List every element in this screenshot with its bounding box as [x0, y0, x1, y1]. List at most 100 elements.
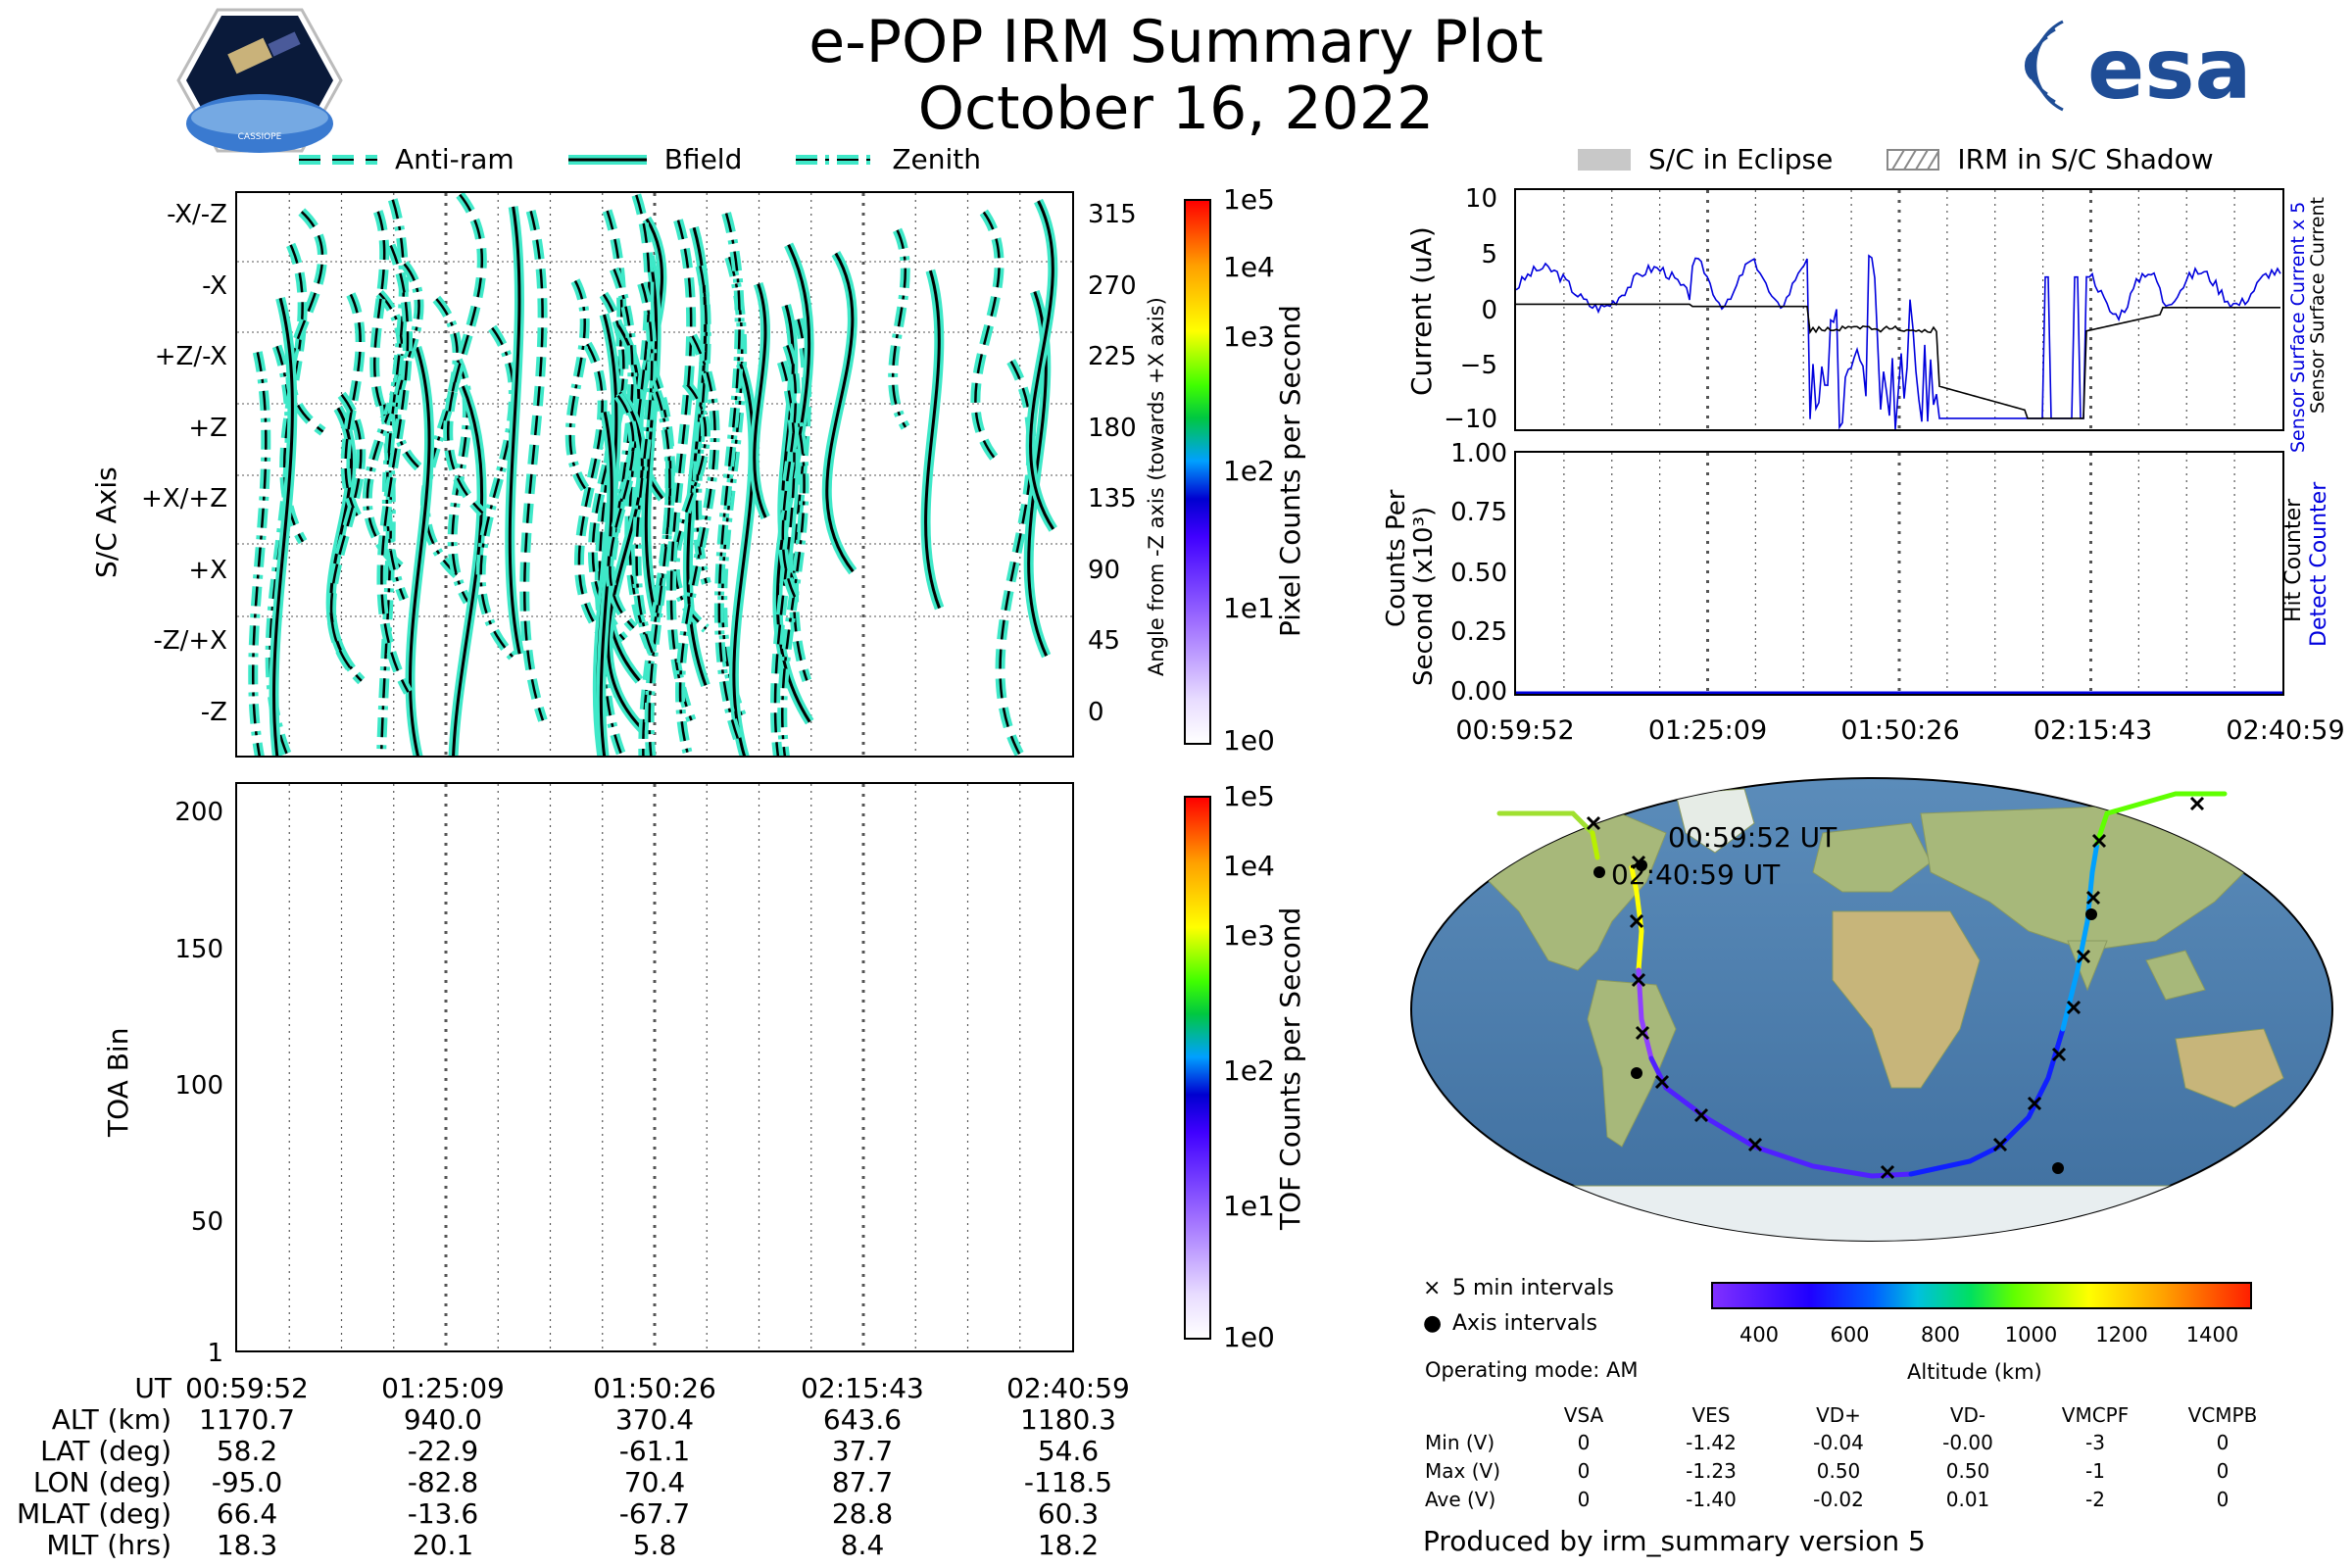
time-table-cell: -95.0: [211, 1466, 283, 1498]
legend-bfield: Bfield: [567, 143, 743, 175]
voltage-cell: -0.00: [1942, 1431, 1993, 1454]
current-line: [1516, 303, 2280, 419]
sc-ytick: -Z: [200, 697, 227, 727]
voltage-cell: -1.23: [1686, 1459, 1737, 1483]
esa-logo-text: esa: [2087, 21, 2252, 119]
time-table-cell: 5.8: [632, 1529, 677, 1561]
map-legend-5min: × 5 min intervals: [1423, 1276, 1614, 1300]
pixel-colorbar-tick: 1e0: [1223, 724, 1275, 757]
sc-ytick: -Z/+X: [153, 626, 227, 656]
legend-bfield-label: Bfield: [663, 143, 743, 175]
trace-line: [606, 391, 645, 731]
tof-colorbar-label: TOF Counts per Second: [1274, 906, 1306, 1230]
trace-line: [781, 396, 806, 756]
tof-colorbar-tick: 1e1: [1223, 1190, 1275, 1222]
time-table-cell: -118.5: [1023, 1466, 1113, 1498]
sc-axis-ylabel-right: Angle from -Z axis (towards +X axis): [1145, 297, 1168, 676]
trace-line: [289, 211, 324, 433]
voltage-cell: -1.42: [1686, 1431, 1737, 1454]
trace-line: [409, 347, 431, 756]
altitude-label: Altitude (km): [1907, 1360, 2042, 1384]
sc-axis-plot: [237, 193, 1072, 756]
time-table-cell: 00:59:52: [185, 1372, 309, 1404]
trace-line: [720, 256, 744, 718]
altitude-tick: 1200: [2095, 1323, 2148, 1347]
trace-line: [628, 194, 651, 648]
counts-xtick: 02:15:43: [2033, 715, 2153, 746]
toa-ytick: 50: [190, 1207, 223, 1237]
time-table-cell: 8.4: [840, 1529, 885, 1561]
pixel-colorbar-tick: 1e1: [1223, 592, 1275, 624]
altitude-tick: 600: [1830, 1323, 1870, 1347]
sc-ytick: -X: [202, 270, 227, 301]
trace-line: [635, 282, 654, 654]
current-ytick: −10: [1444, 405, 1497, 434]
counts-ytick: 0.00: [1450, 677, 1507, 707]
x-marker-icon: ×: [1423, 1276, 1442, 1300]
trace-line: [508, 206, 521, 655]
sc-axis-panel: [235, 191, 1074, 758]
map-legend-5min-label: 5 min intervals: [1452, 1276, 1614, 1300]
time-table-cell: 370.4: [614, 1403, 695, 1436]
trace-line: [446, 193, 484, 514]
time-table-cell: -67.7: [618, 1497, 691, 1530]
time-table-cell: 01:50:26: [593, 1372, 716, 1404]
counts-xtick: 02:40:59: [2226, 715, 2345, 746]
tof-colorbar-tick: 1e4: [1223, 850, 1275, 882]
current-ylabel-right-1: Sensor Surface Current x 5: [2287, 201, 2309, 453]
sc-ytick: -X/-Z: [167, 200, 227, 229]
eclipse-legend: S/C in Eclipse IRM in S/C Shadow: [1578, 143, 2268, 175]
map-africa: [1832, 910, 1981, 1089]
trace-line: [599, 412, 613, 756]
pixel-colorbar-label: Pixel Counts per Second: [1274, 305, 1306, 637]
page-title: e-POP IRM Summary Plot: [808, 8, 1544, 76]
voltage-cell: -3: [2085, 1431, 2105, 1454]
time-table-cell: 18.2: [1037, 1529, 1100, 1561]
voltage-header: VD-: [1949, 1403, 1986, 1427]
time-table-cell: 70.4: [623, 1466, 686, 1498]
voltage-cell: 0.50: [1945, 1459, 1990, 1483]
voltage-cell: 0.50: [1816, 1459, 1861, 1483]
trace-line: [644, 255, 659, 618]
legend-eclipse-label: S/C in Eclipse: [1648, 143, 1834, 175]
time-table-row-label: UT: [134, 1372, 172, 1404]
voltage-cell: 0: [2216, 1488, 2230, 1511]
sc-ytick-right: 45: [1088, 626, 1121, 656]
map-antarctica: [1411, 1185, 2332, 1241]
time-table-cell: 37.7: [831, 1435, 894, 1467]
voltage-cell: 0: [2216, 1431, 2230, 1454]
pixel-colorbar: [1184, 199, 1211, 745]
voltage-cell: -1: [2085, 1459, 2105, 1483]
current-ylabel-right-2: Sensor Surface Current: [2307, 197, 2328, 414]
sc-ytick-right: 135: [1088, 484, 1137, 514]
trace-legend: Anti-ram Bfield Zenith: [299, 143, 1035, 175]
counts-ytick: 0.50: [1450, 559, 1507, 588]
toa-ytick: 100: [174, 1071, 223, 1101]
current-plot: [1515, 190, 2281, 430]
time-table-row-label: LON (deg): [32, 1466, 172, 1498]
tof-colorbar-tick: 1e2: [1223, 1054, 1275, 1087]
toa-ytick: 150: [174, 935, 223, 964]
time-table-cell: 58.2: [216, 1435, 278, 1467]
current-ytick: 0: [1481, 296, 1497, 325]
counts-ytick: 0.25: [1450, 617, 1507, 647]
trace-line: [648, 391, 671, 756]
voltage-header: VMCPF: [2061, 1403, 2130, 1427]
legend-eclipse: S/C in Eclipse: [1578, 143, 1833, 175]
sc-ytick: +X/+Z: [141, 484, 227, 514]
altitude-tick: 1400: [2185, 1323, 2239, 1347]
pixel-colorbar-tick: 1e2: [1223, 455, 1275, 487]
esa-logo: esa: [1994, 12, 2288, 120]
cassiope-logo: CASSIOPE: [176, 8, 343, 153]
altitude-tick: 400: [1739, 1323, 1780, 1347]
time-table-cell: 940.0: [403, 1403, 483, 1436]
orbit-map: 00:59:52 UT 02:40:59 UT: [1401, 774, 2342, 1245]
legend-shadow: IRM in S/C Shadow: [1886, 143, 2214, 175]
sc-ytick-right: 270: [1088, 270, 1137, 301]
sc-ytick-right: 90: [1088, 555, 1121, 585]
pixel-colorbar-tick: 1e3: [1223, 320, 1275, 353]
trace-line: [974, 211, 1001, 466]
time-table-cell: 87.7: [831, 1466, 894, 1498]
trace-line: [686, 226, 708, 686]
map-greenland: [1675, 788, 1755, 854]
